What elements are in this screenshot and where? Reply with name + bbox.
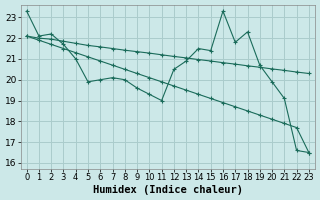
X-axis label: Humidex (Indice chaleur): Humidex (Indice chaleur) [93,185,243,195]
